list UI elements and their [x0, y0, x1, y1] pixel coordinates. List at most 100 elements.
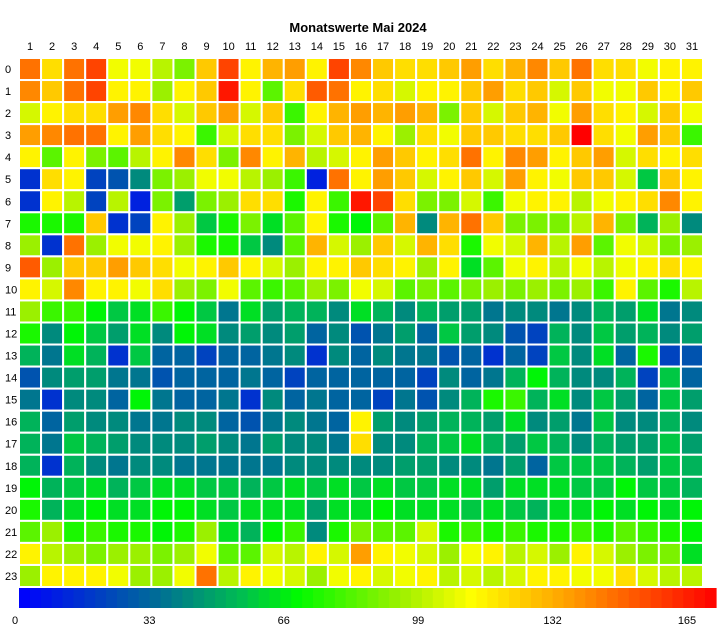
heatmap-cell	[635, 57, 660, 82]
heatmap-cell	[106, 299, 131, 324]
heatmap-cell	[260, 167, 285, 192]
heatmap-cell	[679, 233, 705, 258]
heatmap-cell	[62, 211, 87, 236]
heatmap-cell	[481, 343, 506, 368]
heatmap-cell	[569, 255, 594, 280]
x-tick-label: 9	[203, 41, 209, 53]
heatmap-cell	[40, 211, 65, 236]
colorbar-tick-label: 66	[278, 615, 290, 627]
heatmap-cell	[84, 563, 109, 588]
y-tick-label: 10	[5, 284, 17, 296]
colorbar-segment	[378, 588, 390, 608]
heatmap-cell	[679, 475, 705, 500]
heatmap-cell	[128, 343, 153, 368]
heatmap-cell	[679, 409, 705, 434]
heatmap-cell	[525, 409, 550, 434]
heatmap-cell	[238, 123, 263, 148]
heatmap-cell	[393, 145, 418, 170]
colorbar-segment	[138, 588, 151, 608]
heatmap-cell	[481, 365, 506, 390]
heatmap-cell	[172, 365, 197, 390]
heatmap-cell	[172, 79, 197, 104]
heatmap-cell	[481, 167, 506, 192]
heatmap-cell	[679, 321, 705, 346]
y-tick-label: 12	[5, 329, 17, 341]
colorbar-segment	[117, 588, 129, 608]
colorbar-segment	[661, 588, 674, 608]
heatmap-cell	[150, 343, 175, 368]
heatmap-cell	[459, 145, 484, 170]
colorbar-segment	[149, 588, 162, 608]
colorbar-segment	[291, 588, 303, 608]
colorbar-segment	[345, 588, 358, 608]
heatmap-cell	[393, 123, 418, 148]
heatmap-cell	[348, 233, 374, 258]
x-tick-label: 14	[311, 41, 323, 53]
heatmap-cell	[635, 211, 660, 236]
heatmap-cell	[591, 299, 616, 324]
heatmap-cell	[304, 431, 329, 456]
colorbar-segment	[552, 588, 565, 608]
heatmap-cell	[371, 233, 396, 258]
heatmap-cell	[216, 563, 241, 588]
heatmap-cell	[150, 409, 175, 434]
heatmap-cell	[150, 189, 175, 214]
heatmap-cell	[547, 167, 572, 192]
heatmap-cell	[282, 387, 307, 412]
heatmap-cell	[238, 211, 263, 236]
heatmap-cell	[282, 453, 307, 478]
heatmap-cell	[282, 57, 307, 82]
heatmap-cell	[437, 167, 462, 192]
heatmap-cell	[128, 211, 153, 236]
heatmap-cell	[547, 431, 572, 456]
heatmap-cell	[481, 79, 506, 104]
heatmap-cell	[635, 497, 660, 522]
heatmap-cell	[106, 255, 131, 280]
heatmap-cell	[437, 101, 462, 126]
heatmap-cell	[437, 519, 462, 544]
heatmap-cell	[503, 563, 528, 588]
heatmap-cell	[348, 167, 374, 192]
x-tick-label: 5	[115, 41, 121, 53]
heatmap-cell	[84, 299, 109, 324]
heatmap-cell	[172, 475, 197, 500]
heatmap-cell	[282, 255, 307, 280]
heatmap-cell	[326, 409, 351, 434]
heatmap-cell	[172, 453, 197, 478]
heatmap-cell	[194, 211, 219, 236]
heatmap-cell	[304, 79, 329, 104]
heatmap-cell	[503, 123, 528, 148]
heatmap-cell	[216, 167, 241, 192]
heatmap-cell	[150, 519, 175, 544]
heatmap-cell	[415, 365, 440, 390]
heatmap-cell	[282, 79, 307, 104]
heatmap-cell	[40, 167, 65, 192]
colorbar-tick-label: 165	[678, 615, 696, 627]
x-tick-label: 10	[222, 41, 234, 53]
heatmap-cell	[569, 519, 594, 544]
heatmap-cell	[635, 541, 660, 566]
y-tick-label: 2	[5, 108, 11, 120]
heatmap-cell	[679, 563, 705, 588]
heatmap-cell	[613, 541, 638, 566]
heatmap-cell	[437, 299, 462, 324]
heatmap-cell	[348, 79, 374, 104]
heatmap-cell	[18, 189, 43, 214]
heatmap-cell	[613, 409, 638, 434]
heatmap-cell	[459, 57, 484, 82]
heatmap-cell	[282, 409, 307, 434]
heatmap-cell	[657, 211, 682, 236]
heatmap-cell	[304, 255, 329, 280]
heatmap-cell	[635, 277, 660, 302]
heatmap-cell	[591, 563, 616, 588]
heatmap-cell	[613, 321, 638, 346]
heatmap-cell	[326, 321, 351, 346]
heatmap-cell	[481, 475, 506, 500]
heatmap-cell	[216, 387, 241, 412]
heatmap-cell	[40, 497, 65, 522]
heatmap-cell	[437, 123, 462, 148]
heatmap-cell	[613, 57, 638, 82]
heatmap-cell	[481, 563, 506, 588]
x-tick-label: 1	[27, 41, 33, 53]
heatmap-cell	[679, 365, 705, 390]
